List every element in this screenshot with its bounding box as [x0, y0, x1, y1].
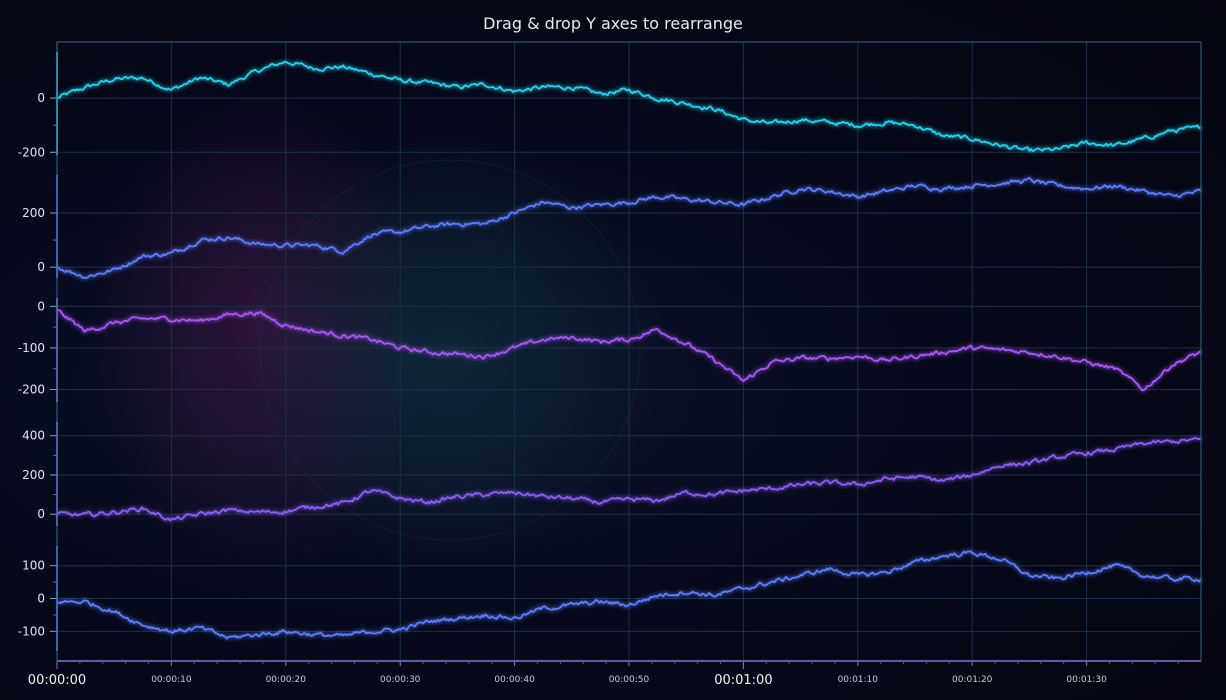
- y-tick-label-3-2: -200: [18, 383, 45, 397]
- y-tick-label-4-2: 0: [37, 507, 45, 521]
- x-tick-label-5: 00:00:50: [609, 675, 650, 685]
- series-line-3: [56, 309, 1202, 392]
- background-decoration: [90, 90, 665, 570]
- y-tick-label-4-1: 200: [22, 468, 45, 482]
- chart-title: Drag & drop Y axes to rearrange: [483, 14, 743, 33]
- chart-grid: [57, 42, 1201, 661]
- x-tick-label-4: 00:00:40: [494, 675, 535, 685]
- x-tick-label-0: 00:00:00: [28, 673, 86, 688]
- y-tick-label-4-0: 400: [22, 429, 45, 443]
- y-tick-label-1-0: 0: [37, 91, 45, 105]
- y-tick-label-2-0: 200: [22, 206, 45, 220]
- x-tick-label-9: 00:01:30: [1066, 675, 1107, 685]
- x-axis: 00:00:00 00:00:10 00:00:20 00:00:30 00:00:40…: [28, 660, 1201, 688]
- plot-frame: [56, 41, 1202, 662]
- x-tick-label-1: 00:00:10: [151, 675, 192, 685]
- y-tick-label-5-0: 100: [22, 559, 45, 573]
- x-tick-label-3: 00:00:30: [380, 675, 421, 685]
- y-tick-label-3-0: 0: [37, 299, 45, 313]
- series-line-4: [56, 436, 1202, 522]
- y-tick-label-5-2: -100: [18, 624, 45, 638]
- series-line-1: [56, 60, 1202, 153]
- y-tick-label-1-1: -200: [18, 145, 45, 159]
- y-tick-label-3-1: -100: [18, 341, 45, 355]
- x-tick-label-7: 00:01:10: [838, 675, 879, 685]
- y-tick-label-5-1: 0: [37, 592, 45, 606]
- series-line-2: [56, 177, 1202, 280]
- x-tick-label-8: 00:01:20: [952, 675, 993, 685]
- y-axes[interactable]: 0 -200 200 0 0 -100 -200 400 200 0 100 0 -100: [18, 52, 58, 651]
- x-tick-label-2: 00:00:20: [266, 675, 307, 685]
- y-tick-label-2-1: 0: [37, 260, 45, 274]
- x-tick-label-6: 00:01:00: [714, 673, 772, 688]
- series-line-5: [56, 550, 1202, 640]
- series-layer: [56, 60, 1202, 640]
